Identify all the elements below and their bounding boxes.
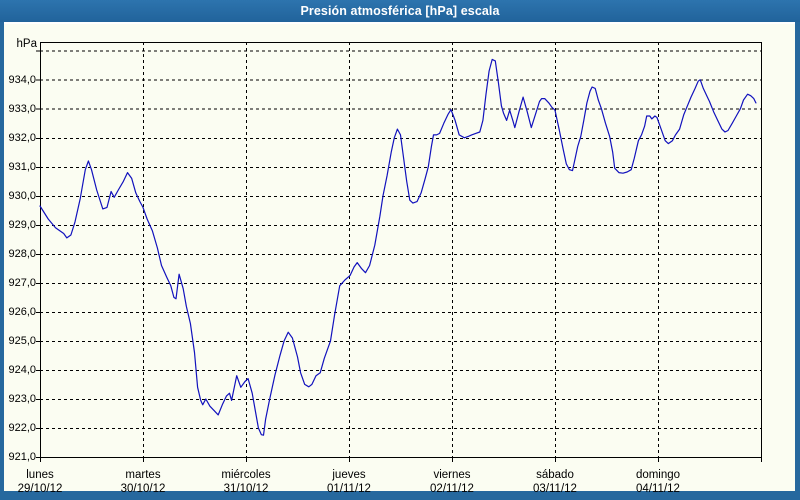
window-title: Presión atmosférica [hPa] escala [300, 4, 500, 18]
window-title-bar: Presión atmosférica [hPa] escala [0, 0, 800, 22]
chart-area [4, 22, 795, 491]
